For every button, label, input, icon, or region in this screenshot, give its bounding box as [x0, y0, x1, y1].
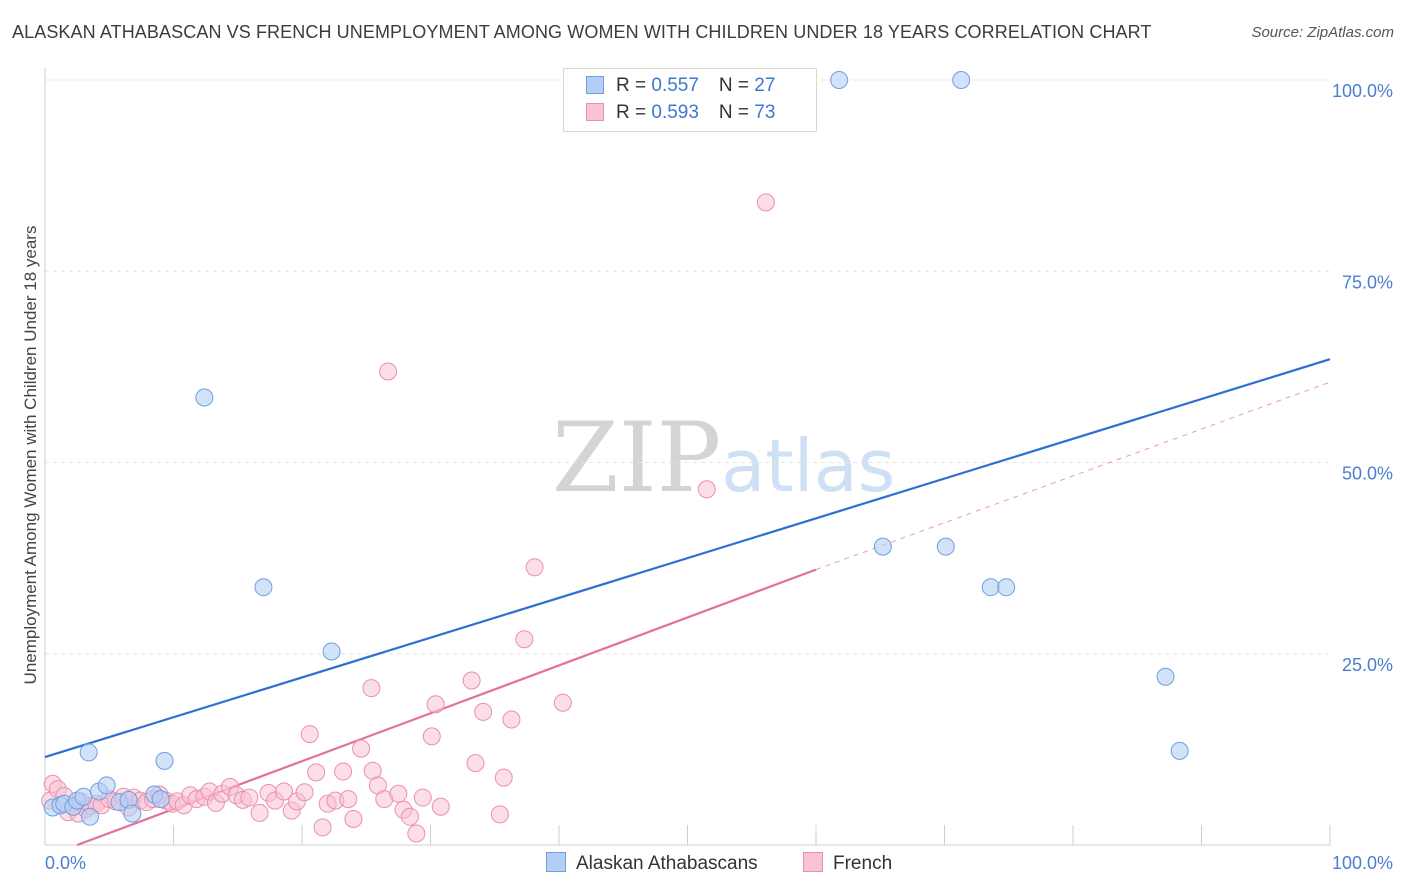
french-point	[275, 782, 294, 801]
french-point	[339, 790, 358, 809]
french-point	[379, 362, 398, 381]
french-point	[422, 727, 441, 746]
french-point	[313, 818, 332, 837]
athabascan-point	[97, 776, 116, 795]
athabascan-point	[74, 787, 93, 806]
athabascan-point	[997, 578, 1016, 597]
athabascan-point	[981, 578, 1000, 597]
x-tick-label: 0.0%	[45, 853, 86, 873]
athabascan-point	[936, 537, 955, 556]
legend-n-value: 27	[754, 75, 776, 96]
french-point	[490, 805, 509, 824]
legend-r-value: 0.593	[651, 102, 699, 123]
chart-title: ALASKAN ATHABASCAN VS FRENCH UNEMPLOYMEN…	[12, 22, 1152, 42]
french-point	[413, 788, 432, 807]
french-point	[407, 824, 426, 843]
bottom-legend-swatch-athabascan	[546, 852, 566, 872]
french-point	[525, 558, 544, 577]
y-tick-label: 100.0%	[1332, 81, 1393, 101]
athabascan-point	[151, 790, 170, 809]
legend-swatch-athabascan	[586, 76, 604, 94]
legend-r-label: R =	[616, 102, 652, 123]
stats-legend: R = 0.557 N = 27 R = 0.593 N = 73	[563, 68, 817, 132]
watermark-atlas: atlas	[721, 424, 896, 508]
athabascan-point	[322, 642, 341, 661]
french-point	[295, 783, 314, 802]
bottom-legend-label-french: French	[833, 853, 893, 874]
legend-n-label: N =	[718, 102, 755, 123]
french-point	[250, 803, 269, 822]
athabascan-point	[873, 537, 892, 556]
athabascan-point	[123, 804, 142, 823]
legend-n-label: N =	[718, 75, 755, 96]
legend-row-athabascan: R = 0.557 N = 27	[586, 75, 775, 99]
french-point	[307, 763, 326, 782]
french-point	[553, 693, 572, 712]
french-point	[474, 702, 493, 721]
french-point	[502, 710, 521, 729]
trend-lines	[44, 358, 1331, 847]
legend-n-value: 73	[754, 102, 776, 123]
athabascan-point	[1156, 667, 1175, 686]
french-point	[352, 739, 371, 758]
y-tick-label: 50.0%	[1342, 464, 1393, 484]
legend-r-label: R =	[616, 75, 652, 96]
french-point	[240, 788, 259, 807]
athabascan-point	[1170, 741, 1189, 760]
athabascan-point	[254, 578, 273, 597]
athabascan-point	[155, 751, 174, 770]
french-point	[756, 193, 775, 212]
y-tick-label: 25.0%	[1342, 655, 1393, 675]
french-point	[344, 809, 363, 828]
legend-row-french: R = 0.593 N = 73	[586, 102, 775, 126]
athabascan-point	[952, 71, 971, 89]
french-point	[334, 762, 353, 781]
french-point	[515, 630, 534, 649]
legend-swatch-french	[586, 103, 604, 121]
athabascan-points	[43, 71, 1189, 826]
french-point	[362, 679, 381, 698]
french-point	[494, 768, 513, 787]
french-point	[300, 725, 319, 744]
french-point	[697, 480, 716, 499]
chart-source: Source: ZipAtlas.com	[1251, 24, 1394, 41]
french-point	[462, 671, 481, 690]
french-points	[41, 193, 775, 843]
athabascan-point	[195, 388, 214, 407]
french-point	[400, 807, 419, 826]
french-point	[389, 784, 408, 803]
athabascan-point	[80, 807, 99, 826]
watermark-zip: ZIP	[552, 402, 722, 514]
zipatlas-watermark: ZIPatlas	[552, 402, 895, 514]
french-point	[426, 695, 445, 714]
bottom-legend-french: French	[803, 852, 892, 875]
y-tick-label: 75.0%	[1342, 272, 1393, 292]
axis-labels: 100.0% 75.0% 50.0% 25.0% 0.0% 100.0% Unemploym…	[21, 81, 1393, 873]
legend-r-value: 0.557	[651, 75, 699, 96]
french-point	[466, 754, 485, 773]
bottom-legend-athabascan: Alaskan Athabascans	[546, 852, 758, 875]
french-point	[431, 797, 450, 816]
grid-lines	[45, 79, 1330, 655]
axes	[44, 68, 1331, 846]
french-trend-extension	[815, 381, 1331, 571]
athabascan-point	[79, 743, 98, 762]
x-tick-label: 100.0%	[1332, 853, 1393, 873]
bottom-legend-label-athabascan: Alaskan Athabascans	[576, 853, 758, 874]
athabascan-trend-line	[44, 358, 1331, 759]
bottom-legend-swatch-french	[803, 852, 823, 872]
y-axis-label: Unemployment Among Women with Children U…	[21, 226, 40, 685]
athabascan-point	[830, 71, 849, 89]
